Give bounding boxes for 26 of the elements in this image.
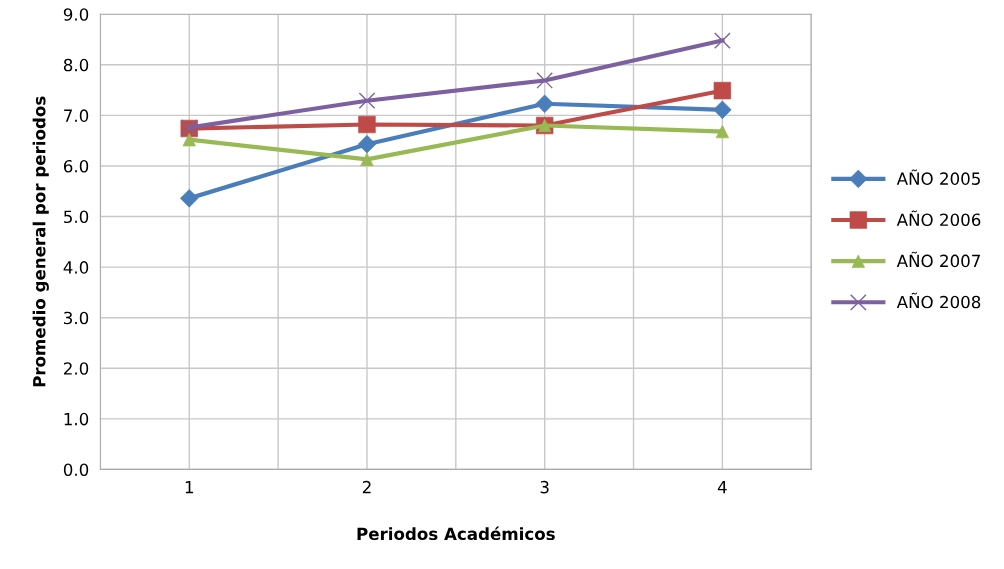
point [360,152,374,166]
point [358,92,376,110]
y-tick-label: 7.0 [64,109,89,122]
y-tick-label: 4.0 [63,261,89,274]
y-tick-label: 0.0 [63,463,89,476]
y-tick-label: 3.0 [64,311,89,325]
y-axis-title: Promedio general por periodos [32,96,49,387]
y-tick-label: 6.0 [63,159,89,173]
y-tick-label: 1.0 [64,412,89,426]
legend-label: AÑO 2007 [896,251,980,268]
x-tick-label: 1 [185,481,194,494]
point [536,72,554,89]
y-tick-label: 2.0 [64,362,89,375]
point [714,32,731,49]
legend-label: AÑO 2008 [896,292,981,309]
y-tick-label: 5.0 [64,210,89,224]
x-tick-label: 2 [362,480,371,494]
x-tick-label: 3 [540,480,549,494]
legend-label: AÑO 2005 [896,169,980,185]
point [357,135,377,154]
legend-label: AÑO 2006 [896,210,981,227]
x-tick-label: 4 [717,481,727,494]
point [713,100,732,120]
y-tick-label: 9.0 [63,8,89,21]
x-axis-title: Periodos Académicos [357,526,555,541]
y-tick-label: 8.0 [63,58,89,72]
